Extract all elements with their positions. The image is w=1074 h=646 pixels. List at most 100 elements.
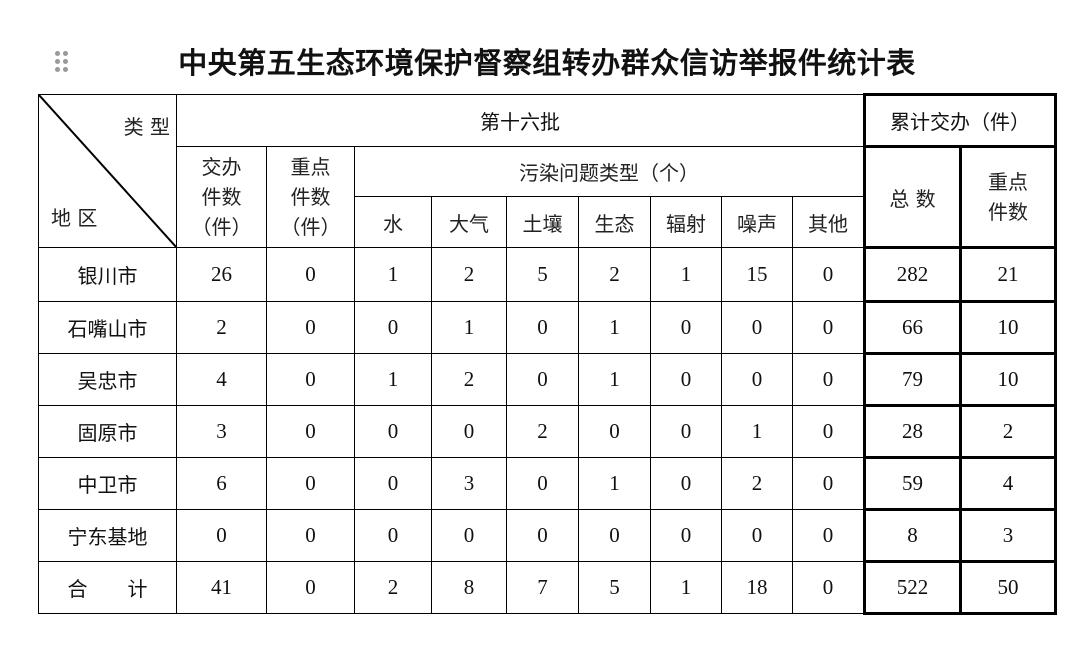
value-cell: 2 — [959, 404, 1057, 459]
value-cell: 28 — [863, 404, 962, 459]
value-cell: 5 — [506, 247, 579, 302]
batch-header: 第十六批 — [176, 94, 865, 147]
value-cell: 59 — [863, 456, 962, 511]
value-cell: 0 — [266, 405, 355, 458]
table-row: 宁东基地 0 0 0 0 0 0 0 0 0 8 3 — [38, 508, 1057, 563]
value-cell: 0 — [721, 353, 793, 406]
table-row: 合 计 41 0 2 8 7 5 1 18 0 522 50 — [38, 560, 1057, 615]
value-cell: 0 — [792, 405, 865, 458]
value-cell: 0 — [266, 353, 355, 406]
header-line: 件数 — [290, 185, 331, 209]
value-cell: 18 — [721, 561, 793, 614]
table-row: 固原市 3 0 0 0 2 0 0 1 0 28 2 — [38, 404, 1057, 459]
value-cell: 0 — [650, 301, 722, 354]
pollution-col-header: 其他 — [792, 196, 865, 248]
assigned-count-header: 交办 件数 （件） — [176, 146, 267, 248]
pollution-col-header: 辐射 — [650, 196, 722, 248]
value-cell: 0 — [650, 509, 722, 562]
value-cell: 0 — [506, 457, 579, 510]
value-cell: 0 — [721, 509, 793, 562]
value-cell: 2 — [578, 247, 651, 302]
pollution-col-header: 生态 — [578, 196, 651, 248]
value-cell: 41 — [176, 561, 267, 614]
value-cell: 2 — [176, 301, 267, 354]
region-cell: 中卫市 — [38, 457, 177, 510]
pollution-col-header: 水 — [354, 196, 432, 248]
pollution-col-header: 噪声 — [721, 196, 793, 248]
value-cell: 0 — [354, 301, 432, 354]
type-label: 类 型 — [123, 115, 170, 139]
value-cell: 0 — [506, 353, 579, 406]
total-header: 总 数 — [863, 145, 962, 249]
value-cell: 0 — [506, 509, 579, 562]
cumulative-header: 累计交办（件） — [863, 93, 1057, 148]
value-cell: 3 — [431, 457, 507, 510]
value-cell: 0 — [266, 247, 355, 302]
region-cell: 银川市 — [38, 247, 177, 302]
pollution-col-header: 大气 — [431, 196, 507, 248]
value-cell: 0 — [266, 301, 355, 354]
key-total-header: 重点 件数 — [959, 145, 1057, 249]
value-cell: 15 — [721, 247, 793, 302]
region-cell: 固原市 — [38, 405, 177, 458]
value-cell: 1 — [578, 301, 651, 354]
value-cell: 1 — [578, 457, 651, 510]
value-cell: 0 — [721, 301, 793, 354]
table-row: 中卫市 6 0 0 3 0 1 0 2 0 59 4 — [38, 456, 1057, 511]
value-cell: 0 — [266, 457, 355, 510]
value-cell: 2 — [354, 561, 432, 614]
header-line: 重点 — [290, 155, 331, 179]
value-cell: 0 — [792, 353, 865, 406]
value-cell: 4 — [176, 353, 267, 406]
header-line: 件数 — [988, 200, 1028, 224]
value-cell: 10 — [959, 300, 1057, 355]
value-cell: 2 — [431, 247, 507, 302]
value-cell: 21 — [959, 246, 1057, 303]
value-cell: 0 — [354, 405, 432, 458]
pollution-col-header: 土壤 — [506, 196, 579, 248]
header-line: 件数 — [201, 185, 242, 209]
value-cell: 26 — [176, 247, 267, 302]
value-cell: 0 — [578, 509, 651, 562]
value-cell: 522 — [863, 560, 962, 615]
value-cell: 0 — [650, 457, 722, 510]
drag-handle-icon[interactable] — [55, 51, 69, 73]
value-cell: 1 — [650, 561, 722, 614]
region-cell: 石嘴山市 — [38, 301, 177, 354]
value-cell: 282 — [863, 246, 962, 303]
value-cell: 0 — [792, 301, 865, 354]
value-cell: 0 — [354, 457, 432, 510]
key-count-header: 重点 件数 （件） — [266, 146, 355, 248]
value-cell: 1 — [431, 301, 507, 354]
region-cell: 吴忠市 — [38, 353, 177, 406]
table-row: 银川市 26 0 1 2 5 2 1 15 0 282 21 — [38, 246, 1057, 303]
value-cell: 5 — [578, 561, 651, 614]
value-cell: 79 — [863, 352, 962, 407]
value-cell: 0 — [266, 509, 355, 562]
header-line: 交办 — [201, 155, 242, 179]
diagonal-header-cell: 类 型 地 区 — [38, 94, 177, 248]
region-cell: 宁东基地 — [38, 509, 177, 562]
pollution-types-header: 污染问题类型（个） — [354, 146, 865, 197]
value-cell: 0 — [578, 405, 651, 458]
value-cell: 66 — [863, 300, 962, 355]
value-cell: 7 — [506, 561, 579, 614]
value-cell: 1 — [354, 353, 432, 406]
value-cell: 0 — [176, 509, 267, 562]
value-cell: 2 — [431, 353, 507, 406]
value-cell: 0 — [431, 509, 507, 562]
value-cell: 0 — [354, 509, 432, 562]
page-title: 中央第五生态环境保护督察组转办群众信访举报件统计表 — [178, 46, 916, 80]
value-cell: 1 — [721, 405, 793, 458]
value-cell: 3 — [959, 508, 1057, 563]
value-cell: 3 — [176, 405, 267, 458]
table-row: 吴忠市 4 0 1 2 0 1 0 0 0 79 10 — [38, 352, 1057, 407]
value-cell: 0 — [792, 509, 865, 562]
value-cell: 1 — [650, 247, 722, 302]
value-cell: 0 — [792, 457, 865, 510]
value-cell: 6 — [176, 457, 267, 510]
value-cell: 1 — [578, 353, 651, 406]
value-cell: 4 — [959, 456, 1057, 511]
header-line: 重点 — [988, 170, 1028, 194]
value-cell: 1 — [354, 247, 432, 302]
